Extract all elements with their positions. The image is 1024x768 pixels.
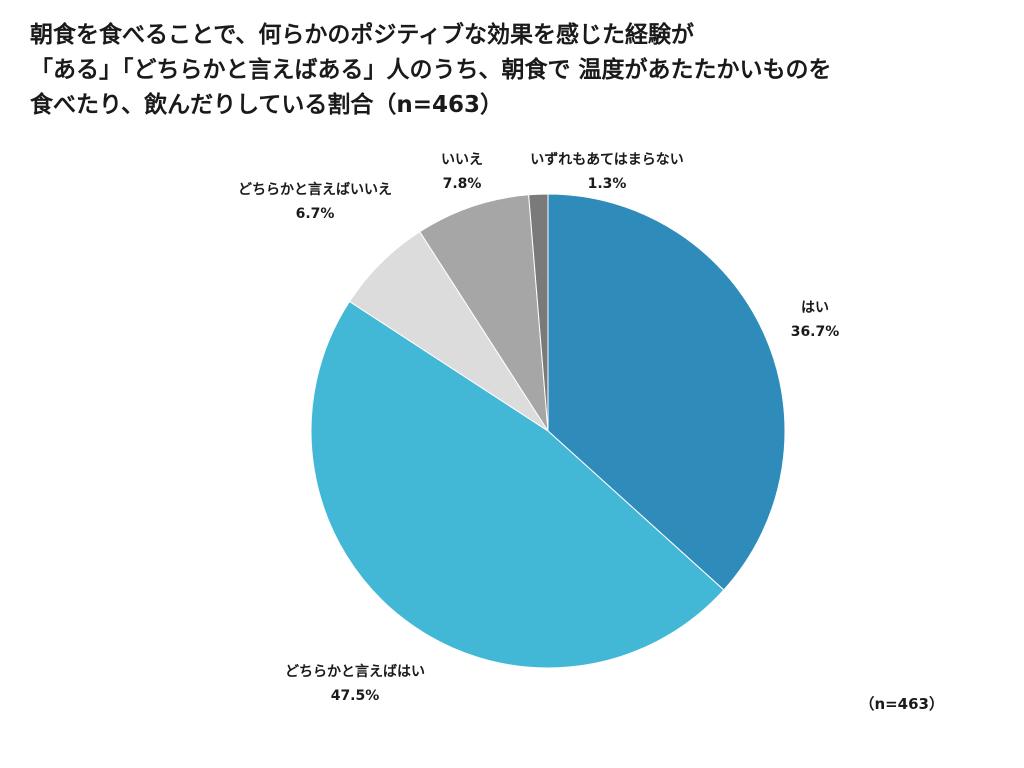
- slice-value-4: 7.8%: [443, 176, 482, 192]
- sample-size-note: （n=463）: [859, 695, 944, 713]
- slice-label-2: どちらかと言えばはい: [285, 663, 425, 680]
- slice-label-5: いずれもあてはまらない: [530, 151, 683, 168]
- slice-value-1: 36.7%: [791, 324, 840, 340]
- slice-value-2: 47.5%: [331, 688, 380, 704]
- slice-value-3: 6.7%: [296, 206, 335, 222]
- pie-slices: [310, 193, 786, 669]
- chart-title-line-1: 朝食を食べることで、何らかのポジティブな効果を感じた経験が: [30, 22, 695, 48]
- slice-label-4: いいえ: [441, 152, 483, 168]
- pie-slice-4: [419, 194, 549, 432]
- pie-slice-5: [528, 193, 549, 432]
- pie-slice-2: [310, 300, 725, 669]
- slice-label-3: どちらかと言えばいいえ: [238, 181, 392, 198]
- chart-title-line-3: 食べたり、飲んだりしている割合（n=463）: [30, 92, 504, 118]
- pie-labels: はい 36.7% どちらかと言えばはい 47.5% どちらかと言えばいいえ 6.7% いいえ…: [238, 151, 839, 704]
- chart-title-line-2: 「ある」「どちらかと言えばある」人のうち、朝食で 温度があたたかいものを: [30, 57, 832, 83]
- chart-title: 朝食を食べることで、何らかのポジティブな効果を感じた経験が 「ある」「どちらかと…: [30, 18, 990, 123]
- slice-label-1: はい: [801, 300, 829, 316]
- pie-slice-1: [547, 193, 786, 591]
- slice-value-5: 1.3%: [588, 176, 627, 192]
